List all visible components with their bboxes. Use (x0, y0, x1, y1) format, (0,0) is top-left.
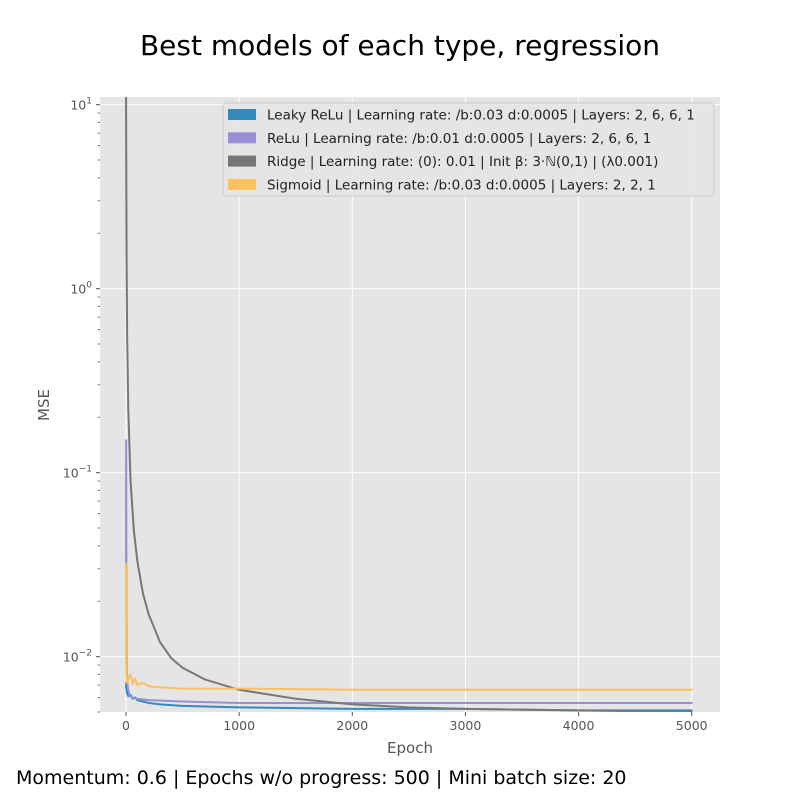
y-tick-label: 101 (70, 97, 92, 113)
series-line-0 (125, 681, 693, 712)
x-tick-label: 2000 (336, 718, 368, 733)
minor-ticks (97, 112, 100, 713)
legend-swatch (228, 155, 256, 167)
footer-text: Momentum: 0.6 | Epochs w/o progress: 500… (16, 767, 627, 789)
legend: Leaky ReLu | Learning rate: /b:0.03 d:0.… (222, 102, 715, 197)
legend-label: Sigmoid | Learning rate: /b:0.03 d:0.000… (267, 177, 656, 193)
x-tick-label: 0 (122, 718, 130, 733)
legend-label: Ridge | Learning rate: (0): 0.01 | Init … (267, 154, 658, 170)
y-axis-ticks: 10−2 10−1 100 101 (63, 97, 100, 665)
y-tick-label: 10−2 (63, 649, 92, 665)
series-line-1 (125, 439, 693, 704)
legend-label: Leaky ReLu | Learning rate: /b:0.03 d:0.… (267, 108, 695, 124)
legend-swatch (228, 132, 256, 144)
y-axis-label: MSE (35, 389, 53, 421)
series-group (125, 97, 693, 712)
y-tick-label: 100 (70, 281, 92, 297)
series-line-2 (125, 97, 693, 712)
x-tick-label: 3000 (450, 718, 482, 733)
x-axis-ticks: 0 1000 2000 3000 4000 5000 (122, 712, 708, 733)
legend-swatch (228, 178, 256, 190)
x-tick-label: 1000 (223, 718, 255, 733)
series-line-3 (125, 562, 693, 691)
plot-area (100, 97, 720, 712)
chart-title: Best models of each type, regression (140, 29, 660, 62)
legend-box (222, 102, 715, 197)
x-axis-label: Epoch (387, 739, 433, 757)
y-tick-label: 10−1 (63, 465, 92, 481)
x-tick-label: 4000 (563, 718, 595, 733)
legend-label: ReLu | Learning rate: /b:0.01 d:0.0005 |… (267, 131, 651, 147)
legend-swatch (228, 109, 256, 120)
x-tick-label: 5000 (676, 718, 708, 733)
